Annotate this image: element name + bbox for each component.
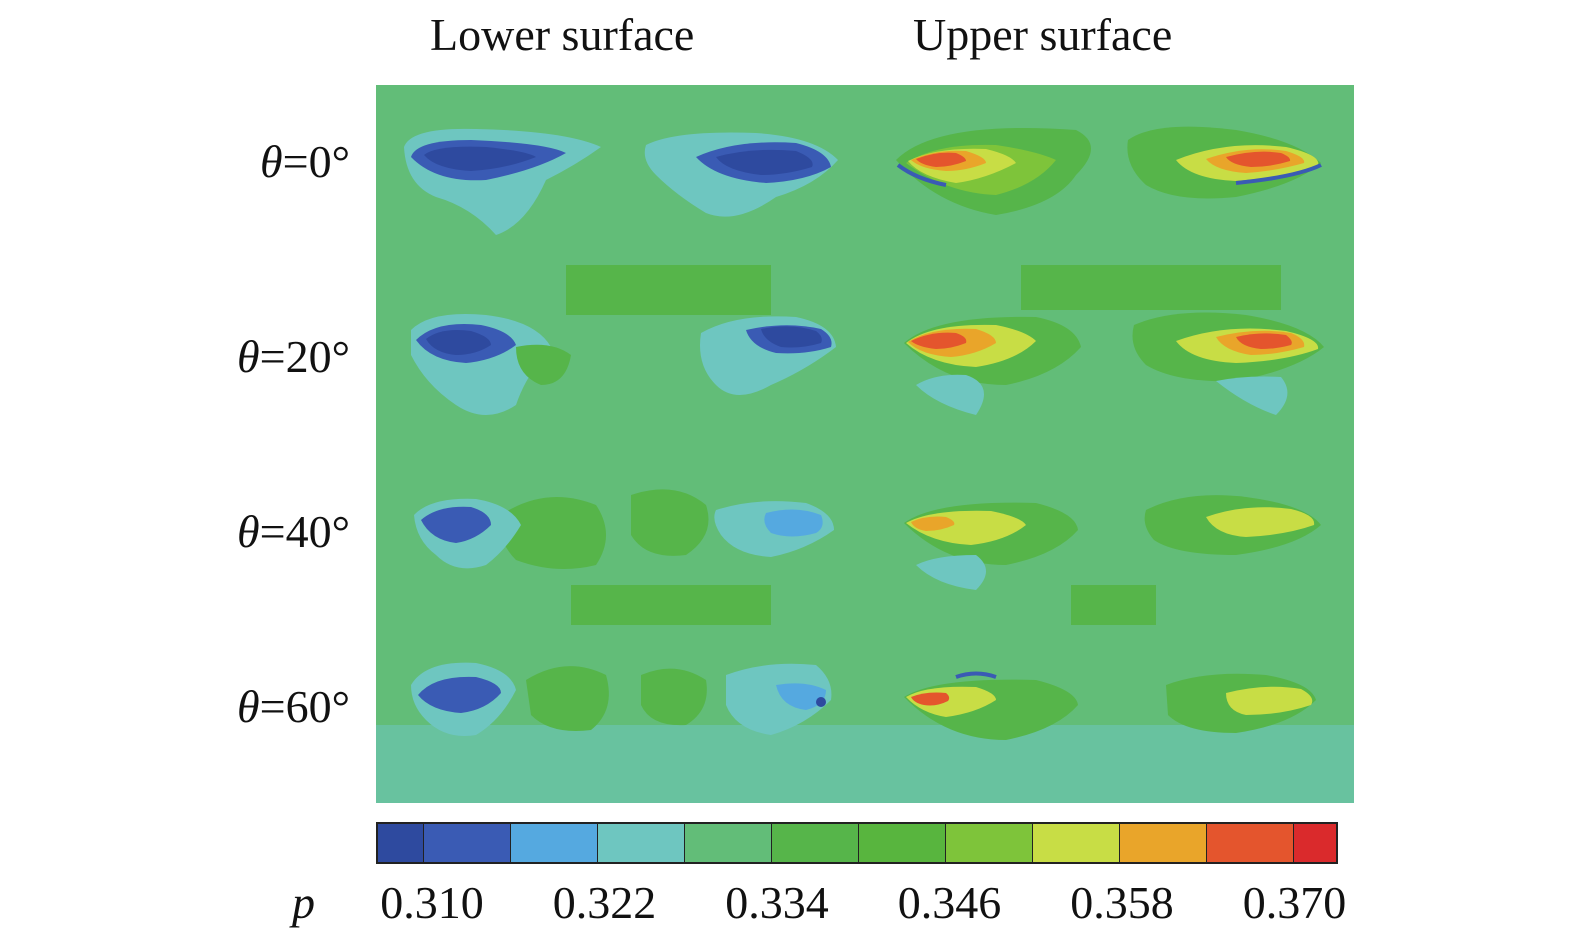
theta-symbol: θ: [260, 136, 283, 187]
upper-surface-pad-right: [1127, 126, 1322, 199]
blob: [500, 497, 606, 569]
colorbar: [376, 822, 1338, 864]
colorbar-swatch: [772, 824, 859, 862]
band: [571, 585, 771, 625]
colorbar-swatch: [1120, 824, 1207, 862]
pressure-contour-field: [376, 85, 1354, 803]
lower-surface-pad-left: [404, 128, 601, 235]
contour-row-theta-0: [404, 126, 1322, 235]
colorbar-swatch: [946, 824, 1033, 862]
colorbar-swatch: [1294, 824, 1336, 862]
blob: [631, 489, 709, 556]
colorbar-variable-label: p: [292, 877, 315, 928]
contour-row-theta-40: [414, 489, 1321, 625]
lower-surface-pad-left: [411, 314, 571, 415]
band-upper-upper-surface: [1021, 265, 1281, 310]
colorbar-tick-label: 0.370: [1242, 877, 1347, 928]
column-title-upper-surface: Upper surface: [913, 9, 1173, 60]
bottom-band: [376, 725, 1354, 803]
lower-surface-pad-right: [726, 663, 832, 735]
colorbar-tick-label: 0.322: [552, 877, 657, 928]
theta-symbol: θ: [237, 506, 260, 557]
colorbar-tick-label: 0.346: [897, 877, 1002, 928]
theta-symbol: θ: [237, 681, 260, 732]
blob: [641, 668, 707, 726]
contour-row-theta-60: [376, 662, 1354, 803]
blob: [526, 666, 609, 731]
colorbar-swatch: [378, 824, 424, 862]
colorbar-swatch: [685, 824, 772, 862]
lower-surface-pad-left: [414, 498, 521, 569]
upper-surface-pad-right: [1166, 673, 1316, 733]
colorbar-tick-label: 0.358: [1070, 877, 1174, 928]
column-title-lower-surface: Lower surface: [430, 9, 695, 60]
upper-surface-pad-right: [1144, 495, 1321, 555]
theta-value: =40°: [259, 506, 350, 557]
colorbar-tick-label: 0.334: [725, 877, 829, 928]
upper-surface-pad-left: [904, 316, 1081, 415]
theta-value: =0°: [282, 136, 350, 187]
upper-surface-pad-left: [896, 128, 1091, 215]
upper-surface-pad-left: [904, 671, 1078, 740]
theta-value: =60°: [259, 681, 350, 732]
band: [1071, 585, 1156, 625]
lower-surface-pad-right: [644, 132, 838, 217]
contour-row-theta-20: [411, 265, 1324, 415]
lower-surface-pad-right: [714, 501, 834, 557]
colorbar-swatch: [511, 824, 598, 862]
upper-surface-pad-right: [1132, 312, 1324, 415]
colorbar-swatch: [1033, 824, 1120, 862]
row-label-theta-60: θ=60°: [150, 680, 350, 733]
lower-surface-pad-left: [411, 662, 516, 736]
row-label-theta-20: θ=20°: [150, 330, 350, 383]
row-label-theta-40: θ=40°: [150, 505, 350, 558]
contour-plot-svg: [376, 126, 1354, 803]
theta-symbol: θ: [237, 331, 260, 382]
lower-surface-pad-right: [700, 316, 836, 395]
row-label-theta-0: θ=0°: [150, 135, 350, 188]
upper-surface-pad-left: [904, 502, 1078, 590]
colorbar-swatch: [424, 824, 511, 862]
band-upper-lower-surface: [566, 265, 771, 315]
colorbar-tick-label: 0.310: [380, 877, 484, 928]
colorbar-swatch: [859, 824, 946, 862]
theta-value: =20°: [259, 331, 350, 382]
colorbar-swatch: [1207, 824, 1294, 862]
colorbar-swatch: [598, 824, 685, 862]
